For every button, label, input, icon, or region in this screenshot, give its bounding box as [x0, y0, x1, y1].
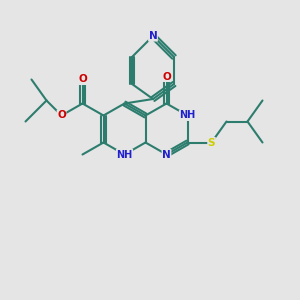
Text: O: O	[57, 110, 66, 121]
Text: NH: NH	[179, 110, 196, 121]
Text: O: O	[162, 71, 171, 82]
Text: S: S	[208, 137, 215, 148]
Text: N: N	[148, 31, 158, 41]
Text: O: O	[78, 74, 87, 85]
Text: N: N	[162, 149, 171, 160]
Text: NH: NH	[116, 149, 133, 160]
